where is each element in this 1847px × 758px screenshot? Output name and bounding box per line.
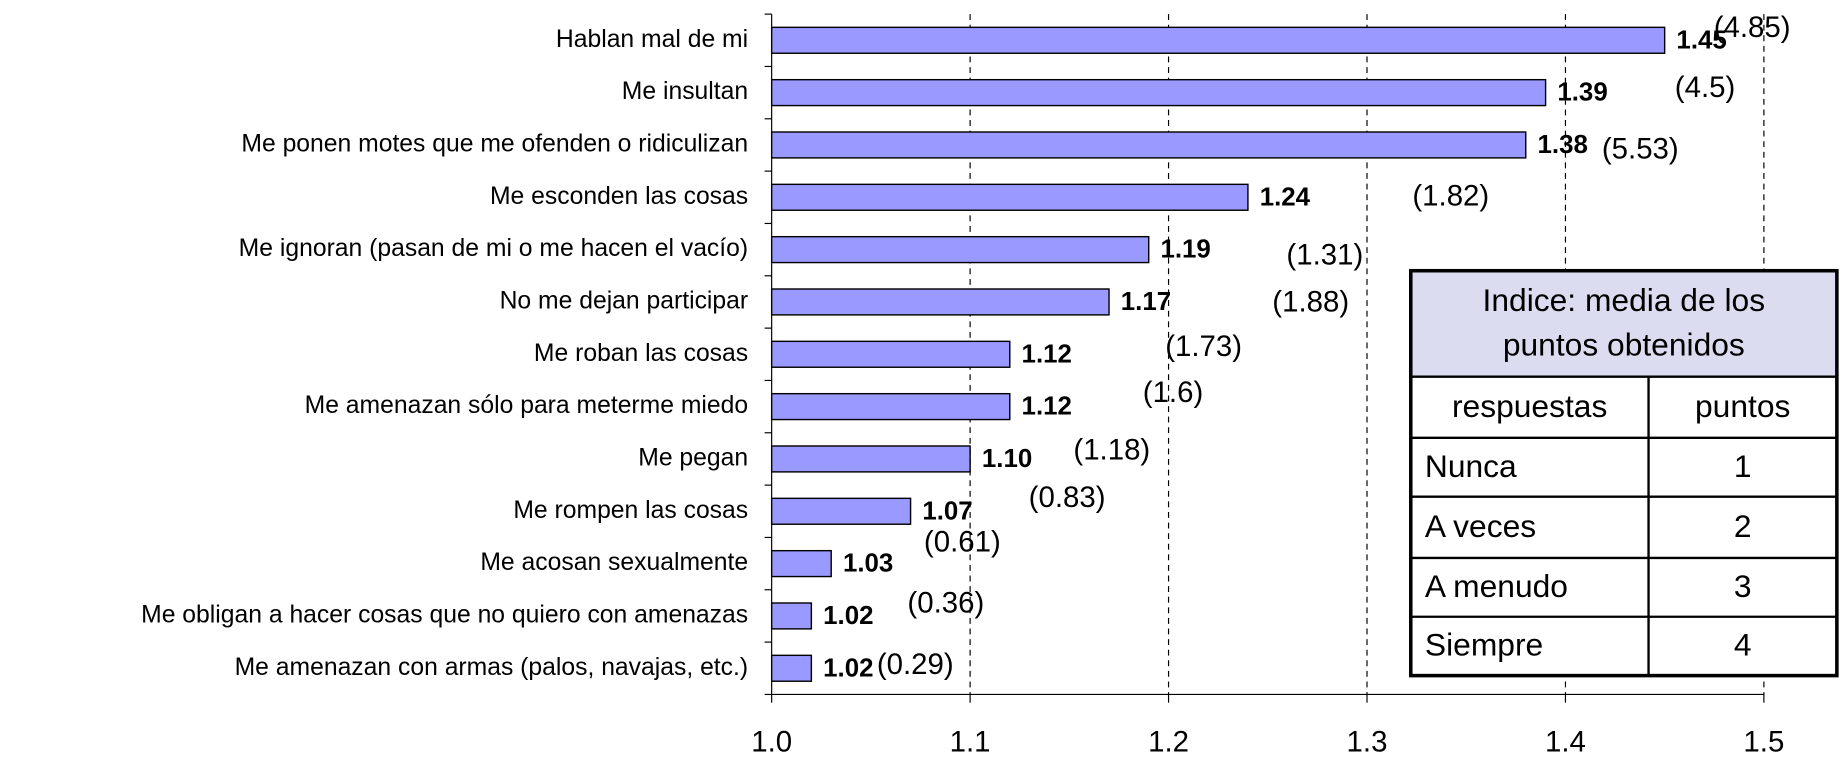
table-cell: 3: [1734, 568, 1752, 604]
value-label: 1.24: [1260, 183, 1311, 211]
annotation: (4.5): [1675, 71, 1735, 104]
category-label: Me roban las cosas: [534, 340, 748, 367]
bar: [770, 78, 1547, 107]
table-cell: 1: [1734, 448, 1752, 484]
annotation: (0.36): [907, 587, 984, 620]
bar: [770, 602, 813, 630]
annotation: (0.29): [877, 648, 954, 681]
category-label: Me ponen motes que me ofenden o ridiculi…: [241, 130, 748, 157]
bar: [770, 26, 1666, 54]
table-title: Indice: media de los: [1483, 282, 1766, 318]
value-label: 1.02: [823, 654, 873, 682]
value-label: 1.12: [1022, 340, 1072, 368]
bar: [770, 549, 832, 578]
x-tick-label: 1.4: [1545, 726, 1586, 758]
x-tick-label: 1.5: [1743, 726, 1784, 758]
table-body-bg: [1410, 376, 1837, 676]
category-label: No me dejan participar: [500, 287, 749, 314]
annotation: (4.85): [1714, 11, 1791, 44]
annotation: (1.6): [1143, 376, 1203, 409]
table-cell: 4: [1734, 627, 1752, 663]
value-label: 1.17: [1121, 288, 1171, 316]
table-title-bg: [1410, 270, 1837, 377]
bar: [770, 497, 912, 525]
value-label: 1.39: [1557, 79, 1607, 107]
x-tick-label: 1.1: [950, 726, 991, 758]
annotation: (1.82): [1412, 180, 1489, 213]
annotation: (0.83): [1029, 481, 1106, 514]
category-label: Me insultan: [622, 78, 748, 105]
category-label: Me amenazan sólo para meterme miedo: [305, 392, 748, 419]
category-label: Me pegan: [638, 444, 748, 471]
category-label: Me amenazan con armas (palos, navajas, e…: [235, 654, 749, 681]
value-label: 1.38: [1538, 131, 1588, 159]
bar: [770, 288, 1110, 316]
bar: [770, 445, 971, 473]
value-label: 1.45: [1676, 26, 1726, 54]
value-label: 1.12: [1022, 393, 1072, 421]
annotation: (0.61): [924, 526, 1001, 559]
category-label: Me esconden las cosas: [490, 183, 748, 210]
category-label: Me rompen las cosas: [513, 497, 748, 524]
x-tick-label: 1.2: [1148, 726, 1189, 758]
table-cell: puntos: [1695, 388, 1790, 424]
bar: [770, 183, 1249, 211]
value-label: 1.02: [823, 602, 873, 630]
annotation: (1.18): [1073, 434, 1150, 467]
annotation: (1.88): [1272, 285, 1349, 318]
bar: [770, 235, 1150, 264]
value-label: 1.19: [1160, 236, 1210, 264]
category-label: Me acosan sexualmente: [480, 549, 748, 576]
category-label: Hablan mal de mi: [556, 26, 748, 53]
table-cell: 2: [1734, 508, 1752, 544]
table-cell: A veces: [1425, 508, 1536, 544]
bar: [770, 654, 813, 682]
value-label: 1.03: [843, 550, 893, 578]
x-tick-label: 1.0: [751, 726, 792, 758]
table-cell: respuestas: [1452, 388, 1607, 424]
table-cell: Nunca: [1425, 448, 1517, 484]
value-label: 1.07: [922, 497, 972, 525]
bar: [770, 131, 1527, 159]
table-title: puntos obtenidos: [1503, 327, 1745, 363]
annotation: (1.73): [1165, 330, 1242, 363]
table-border: [1409, 268, 1839, 678]
table-cell: A menudo: [1425, 568, 1568, 604]
bar: [770, 340, 1011, 368]
x-tick-label: 1.3: [1347, 726, 1388, 758]
table-cell: Siempre: [1425, 627, 1543, 663]
bar: [770, 392, 1011, 421]
annotation: (5.53): [1602, 132, 1679, 165]
value-label: 1.10: [982, 445, 1032, 473]
annotation: (1.31): [1286, 238, 1363, 271]
category-label: Me obligan a hacer cosas que no quiero c…: [141, 601, 748, 628]
category-label: Me ignoran (pasan de mi o me hacen el va…: [239, 235, 748, 262]
